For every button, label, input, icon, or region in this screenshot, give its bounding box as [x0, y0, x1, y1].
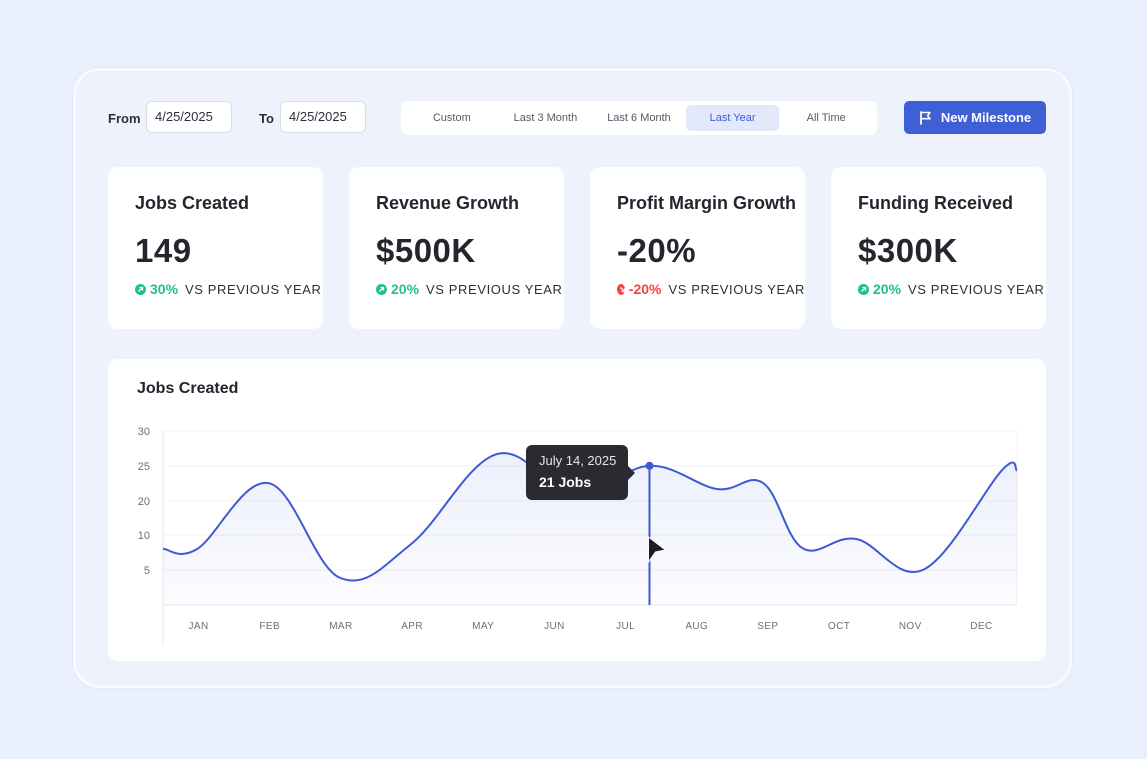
x-tick-label: MAR	[329, 621, 352, 632]
tooltip-value: 21 Jobs	[539, 474, 592, 490]
cursor-icon	[647, 535, 667, 564]
trend-percent: -20%	[628, 281, 662, 297]
kpi-card-jobs-created: Jobs Created 149 30% VS PREVIOUS YEAR	[108, 167, 323, 329]
card-value: $500K	[376, 232, 476, 269]
area-fill	[163, 453, 1017, 605]
x-tick-label: APR	[401, 621, 423, 632]
trend-down-icon	[617, 283, 626, 295]
dashboard-panel: From 4/25/2025 To 4/25/2025 Custom Last …	[73, 68, 1072, 688]
from-date-input[interactable]: 4/25/2025	[146, 101, 232, 133]
new-milestone-label: New Milestone	[940, 110, 1032, 125]
x-tick-label: NOV	[899, 621, 922, 632]
x-tick-label: JUL	[616, 621, 635, 632]
trend-up-icon	[376, 283, 387, 295]
x-tick-label: JUN	[544, 621, 565, 632]
card-title: Funding Received	[858, 193, 1014, 213]
trend-percent: 20%	[391, 281, 420, 297]
trend-percent: 20%	[873, 281, 902, 297]
x-tick-label: DEC	[970, 621, 992, 632]
kpi-card-revenue-growth: Revenue Growth $500K 20% VS PREVIOUS YEA…	[349, 167, 564, 329]
card-value: 149	[135, 232, 192, 269]
marker-point	[645, 461, 654, 470]
trend-up-icon	[858, 283, 869, 295]
to-label: To	[259, 111, 274, 126]
tooltip-date: July 14, 2025	[539, 453, 617, 468]
x-tick-label: JAN	[189, 621, 209, 632]
trend-compare-text: VS PREVIOUS YEAR	[185, 281, 322, 297]
range-last-3-month[interactable]: Last 3 Month	[513, 112, 578, 124]
jobs-created-line-chart[interactable]: 30 25 20 10 5 JAN FEB MAR APR MAY JUN JUL AUG SEP OCT N…	[108, 359, 1046, 661]
trend-compare-text: VS PREVIOUS YEAR	[426, 281, 563, 297]
trend-up-icon	[135, 283, 146, 295]
range-all-time[interactable]: All Time	[806, 112, 846, 124]
card-trend: 20% VS PREVIOUS YEAR	[858, 281, 1046, 297]
card-title: Jobs Created	[135, 193, 250, 213]
y-tick-label: 25	[138, 461, 150, 473]
kpi-cards: Jobs Created 149 30% VS PREVIOUS YEAR Re…	[108, 167, 1046, 329]
trend-percent: 30%	[150, 281, 179, 297]
x-tick-label: MAY	[472, 621, 494, 632]
jobs-created-chart-card: Jobs Created 30 25 20 10 5 JAN FEB MAR APR MAY JUN…	[108, 359, 1046, 661]
date-range-selector: Custom Last 3 Month Last 6 Month Last Ye…	[401, 101, 877, 135]
y-tick-label: 20	[138, 496, 150, 508]
card-value: -20%	[617, 232, 697, 269]
card-title: Profit Margin Growth	[617, 193, 796, 213]
card-value: $300K	[858, 232, 958, 269]
range-custom[interactable]: Custom	[432, 112, 471, 124]
from-label: From	[108, 111, 141, 126]
x-tick-label: AUG	[685, 621, 708, 632]
filter-bar: From 4/25/2025 To 4/25/2025 Custom Last …	[108, 101, 1046, 137]
y-tick-label: 30	[138, 426, 150, 438]
trend-compare-text: VS PREVIOUS YEAR	[908, 281, 1045, 297]
to-date-input[interactable]: 4/25/2025	[280, 101, 366, 133]
card-trend: 20% VS PREVIOUS YEAR	[376, 281, 564, 297]
y-tick-label: 5	[144, 565, 150, 577]
chart-title: Jobs Created	[137, 380, 239, 397]
range-last-6-month[interactable]: Last 6 Month	[607, 112, 671, 124]
x-tick-label: SEP	[757, 621, 778, 632]
kpi-card-funding-received: Funding Received $300K 20% VS PREVIOUS Y…	[831, 167, 1046, 329]
new-milestone-button[interactable]: New Milestone	[904, 101, 1046, 134]
card-title: Revenue Growth	[376, 193, 520, 213]
chart-tooltip: July 14, 2025 21 Jobs	[526, 445, 635, 500]
x-tick-label: FEB	[259, 621, 280, 632]
card-trend: -20% VS PREVIOUS YEAR	[617, 281, 805, 297]
y-tick-label: 10	[138, 530, 150, 542]
trend-compare-text: VS PREVIOUS YEAR	[668, 281, 805, 297]
kpi-card-profit-margin-growth: Profit Margin Growth -20% -20% VS PREVIO…	[590, 167, 805, 329]
x-tick-label: OCT	[828, 621, 850, 632]
card-trend: 30% VS PREVIOUS YEAR	[135, 281, 323, 297]
range-last-year[interactable]: Last Year	[685, 105, 780, 131]
flag-icon	[919, 110, 931, 125]
